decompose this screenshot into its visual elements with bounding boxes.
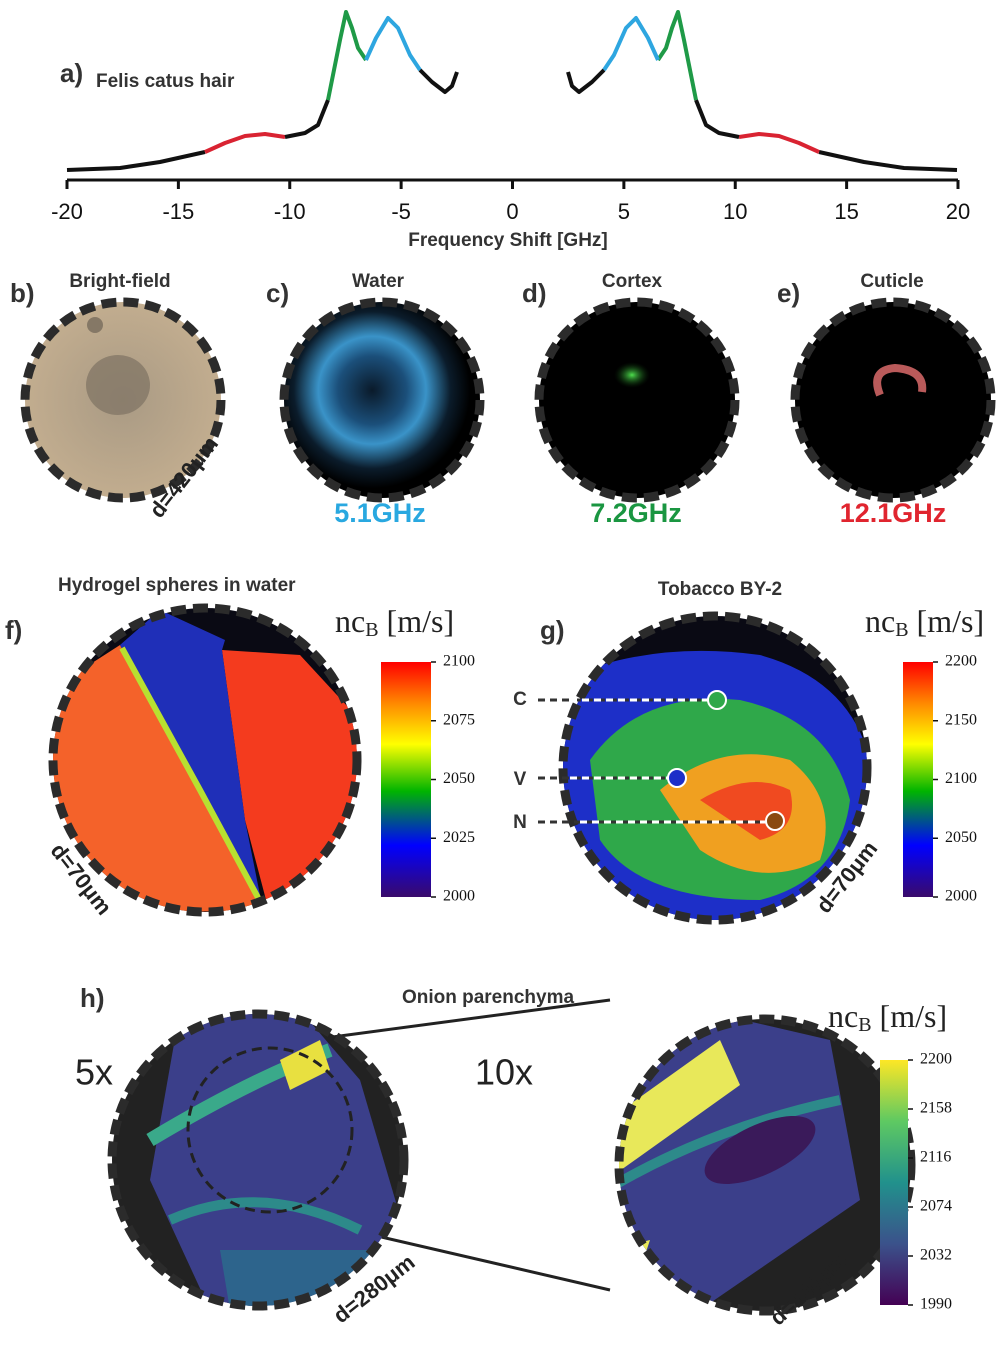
- panel-f: f) Hydrogel spheres in water d=70μm ncB[…: [5, 575, 475, 920]
- shape: [739, 134, 819, 152]
- x-tick-label: 5: [618, 199, 630, 224]
- panel-title: Felis catus hair: [96, 71, 235, 92]
- label-unit: [m/s]: [880, 998, 948, 1034]
- shape: [819, 152, 957, 170]
- panel-letter: g): [540, 615, 565, 645]
- frequency-label: 12.1GHz: [840, 498, 947, 528]
- frequency-label: 7.2GHz: [590, 498, 682, 528]
- colorbar-label: ncB [m/s]: [828, 998, 947, 1035]
- label-main: nc: [865, 603, 895, 639]
- colorbar-tick-label: 2100: [945, 770, 977, 787]
- shape: [420, 70, 457, 92]
- panel-letter: c): [266, 278, 289, 308]
- shape: [604, 18, 658, 70]
- colorbar-label: ncB [m/s]: [335, 603, 454, 640]
- image-row: b) Bright-field d=420μm c) Water 5.1GHz …: [10, 271, 991, 528]
- shape: [285, 100, 328, 137]
- label-sub: B: [858, 1014, 871, 1036]
- colorbar-label: ncB [m/s]: [865, 603, 984, 640]
- shape: [658, 12, 696, 100]
- label-main: nc: [828, 998, 858, 1034]
- colorbar-ticks: 2200 2158 2116 2074 2032 1990: [908, 1051, 952, 1313]
- colorbar-tick-label: 2000: [443, 888, 475, 905]
- x-axis-label: Frequency Shift [GHz]: [408, 230, 608, 251]
- colorbar-tick-label: 2050: [443, 770, 475, 787]
- colorbar: [880, 1060, 908, 1305]
- colorbar-tick-label: 2000: [945, 888, 977, 905]
- colorbar-tick-label: 2025: [443, 829, 475, 846]
- shape: [67, 152, 205, 170]
- colorbar: [903, 662, 933, 897]
- colorbar-tick-label: 2100: [443, 653, 475, 670]
- colorbar-tick-label: 2050: [945, 829, 977, 846]
- panel-letter: a): [60, 58, 83, 88]
- cortex-signal: [614, 362, 650, 388]
- panel-letter: d): [522, 278, 547, 308]
- panel-letter: h): [80, 983, 105, 1013]
- panel-title: Cortex: [602, 271, 663, 292]
- marker-point: [668, 769, 686, 787]
- x-tick-label: -10: [274, 199, 306, 224]
- panel-title: Hydrogel spheres in water: [58, 575, 296, 596]
- colorbar-tick-label: 2200: [945, 653, 977, 670]
- particle: [87, 317, 103, 333]
- panel-letter: b): [10, 278, 35, 308]
- shape: [568, 70, 604, 92]
- colorbar-tick-label: 2074: [920, 1198, 952, 1215]
- shape: [205, 134, 285, 152]
- magnification: 5x: [75, 1052, 113, 1093]
- marker-label: C: [513, 689, 527, 710]
- label-main: nc: [335, 603, 365, 639]
- bright-spot: [610, 1240, 650, 1270]
- frequency-label: 5.1GHz: [334, 498, 426, 528]
- label-unit: [m/s]: [917, 603, 985, 639]
- shape: [328, 12, 366, 100]
- marker-label: N: [513, 812, 527, 833]
- shape: [696, 100, 739, 137]
- x-tick-label: 0: [506, 199, 518, 224]
- colorbar: [381, 662, 431, 897]
- x-tick-label: 20: [946, 199, 970, 224]
- panel-title: Water: [352, 271, 405, 292]
- x-ticks: -20 -15 -10 -5 0 5 10 15 20: [51, 180, 970, 224]
- colorbar-ticks: 2200 2150 2100 2050 2000: [933, 653, 977, 905]
- x-tick-label: -20: [51, 199, 83, 224]
- colorbar-tick-label: 2116: [920, 1149, 951, 1166]
- colorbar-tick-label: 1990: [920, 1296, 952, 1313]
- colorbar-tick-label: 2200: [920, 1051, 952, 1068]
- panel-title: Cuticle: [860, 271, 923, 292]
- colorbar-tick-label: 2032: [920, 1247, 952, 1264]
- panel-title: Bright-field: [69, 271, 170, 292]
- x-tick-label: -5: [391, 199, 411, 224]
- hair-shadow: [86, 355, 150, 415]
- marker-label: V: [514, 769, 527, 790]
- label-sub: B: [365, 619, 378, 641]
- panel-h: h) Onion parenchyma 5x 10x d=280μm d=140…: [75, 983, 952, 1330]
- panel-title: Onion parenchyma: [402, 987, 575, 1008]
- shape: [366, 18, 420, 70]
- colorbar-ticks: 2100 2075 2050 2025 2000: [431, 653, 475, 905]
- panel-letter: f): [5, 615, 22, 645]
- panel-title: Tobacco BY-2: [658, 579, 782, 600]
- label-sub: B: [895, 619, 908, 641]
- panel-letter: e): [777, 278, 800, 308]
- colorbar-tick-label: 2158: [920, 1100, 952, 1117]
- x-tick-label: -15: [162, 199, 194, 224]
- panel-g: C V N g) Tobacco BY-2 d=70μm ncB[m/s] 22…: [513, 579, 984, 923]
- x-tick-label: 15: [834, 199, 858, 224]
- marker-point: [766, 812, 784, 830]
- magnification: 10x: [475, 1052, 533, 1093]
- label-unit: [m/s]: [387, 603, 455, 639]
- marker-point: [708, 691, 726, 709]
- colorbar-tick-label: 2075: [443, 711, 475, 728]
- figure: a) Felis catus hair -20-15-10-505101520 …: [0, 0, 1000, 1345]
- colorbar-tick-label: 2150: [945, 711, 977, 728]
- x-tick-label: 10: [723, 199, 747, 224]
